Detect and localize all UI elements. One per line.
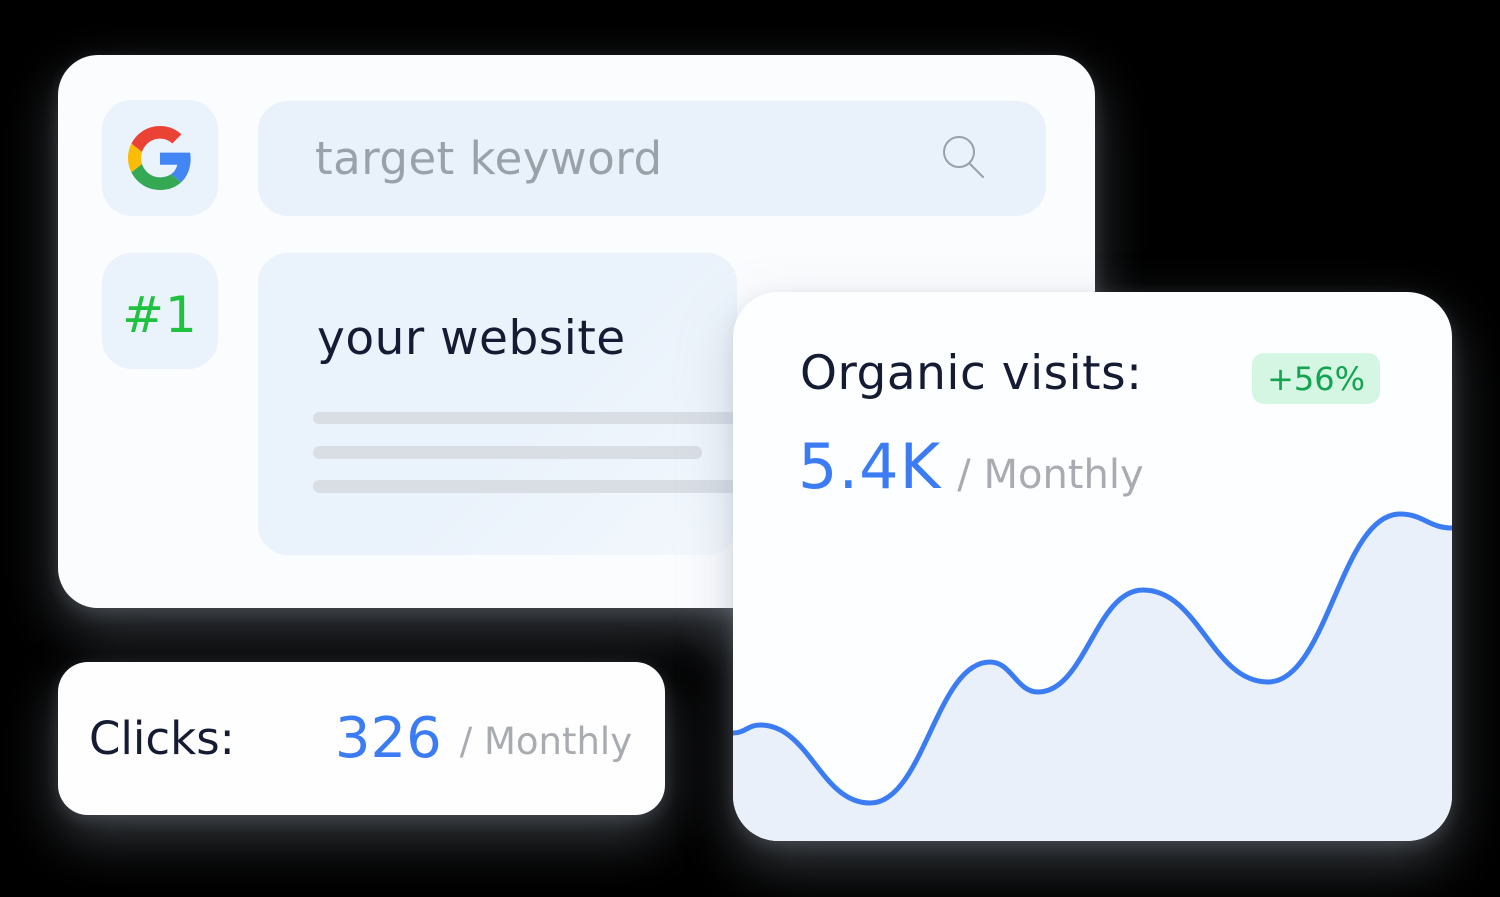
website-title: your website xyxy=(317,311,626,366)
rank-badge-tile: #1 xyxy=(102,253,218,369)
organic-visits-title: Organic visits: xyxy=(800,346,1143,401)
search-input[interactable] xyxy=(258,101,1046,216)
search-icon[interactable] xyxy=(940,134,988,182)
organic-visits-period: / Monthly xyxy=(957,452,1144,498)
organic-visits-area-chart xyxy=(733,511,1452,841)
rank-badge: #1 xyxy=(122,286,198,344)
organic-visits-card: Organic visits: +56% 5.4K / Monthly xyxy=(733,292,1452,841)
keyword-search-field[interactable] xyxy=(258,101,1046,216)
organic-visits-value: 5.4K xyxy=(798,430,942,503)
website-result-card: your website xyxy=(258,253,737,555)
clicks-value: 326 xyxy=(334,706,442,771)
growth-badge: +56% xyxy=(1252,353,1380,404)
clicks-stat-card: Clicks: 326 / Monthly xyxy=(58,662,665,815)
clicks-label: Clicks: xyxy=(89,712,235,765)
clicks-period: / Monthly xyxy=(459,720,633,763)
google-logo-tile xyxy=(102,100,218,216)
google-g-icon xyxy=(128,126,191,190)
skeleton-line xyxy=(313,480,737,493)
skeleton-line xyxy=(313,412,737,424)
skeleton-line xyxy=(313,446,702,459)
